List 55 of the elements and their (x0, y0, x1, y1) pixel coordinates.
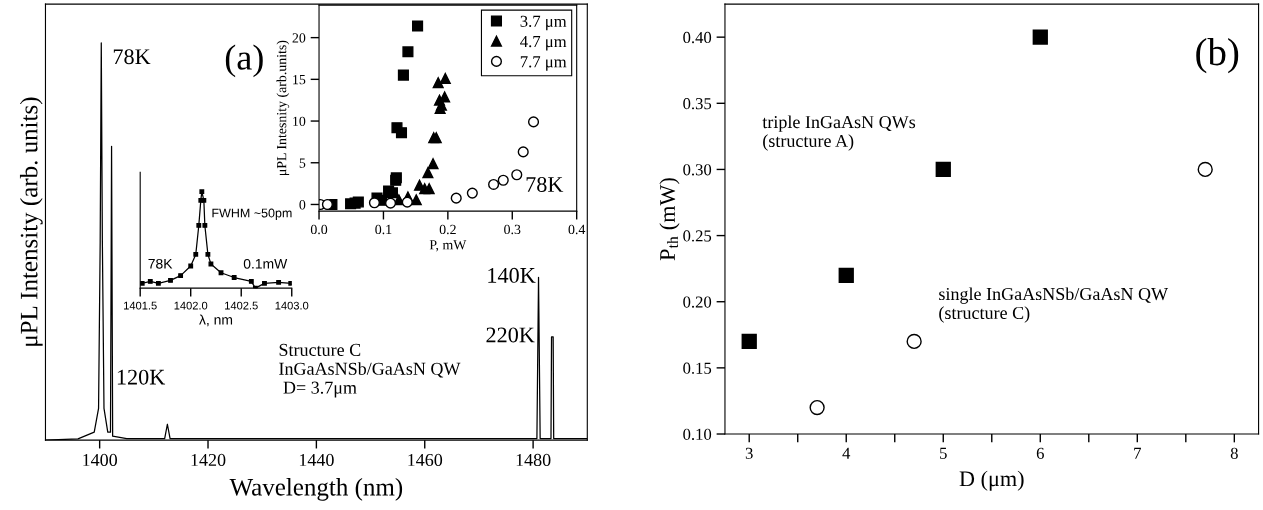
annotation: FWHM ~50pm (212, 208, 292, 220)
x-tick-label: 3 (745, 447, 753, 459)
y-tick-label: 20 (292, 33, 306, 43)
y-axis-title: μPL Intesnity (arb.units) (276, 40, 290, 176)
x-tick-label: 1480 (516, 453, 551, 467)
annotation: 78K (113, 49, 151, 65)
x-tick-label: 1400 (83, 453, 118, 467)
legend-label: 4.7 μm (520, 36, 567, 51)
legend-label: 7.7 μm (520, 56, 567, 71)
x-tick-label: 6 (1036, 447, 1044, 459)
x-tick-label: 1460 (408, 453, 443, 467)
x-tick-label: 1401.5 (124, 301, 157, 310)
x-axis-title: D (μm) (959, 470, 1024, 491)
annotation: 0.1mW (243, 258, 288, 269)
x-tick-label: 0.4 (568, 224, 586, 235)
annotation: 120K (117, 369, 166, 385)
annotation: 220K (486, 327, 535, 343)
annotation: triple InGaAsN QWs (structure A) (762, 115, 916, 151)
y-tick-label: 5 (299, 158, 306, 168)
y-tick-label: 10 (293, 116, 306, 127)
y-tick-label: 0.20 (683, 296, 712, 308)
x-tick-label: 0.2 (439, 224, 456, 235)
y-axis-title: P$_{th}$ (mW) (659, 178, 680, 261)
y-tick-label: 0.30 (683, 164, 712, 176)
y-tick-label: 0.25 (683, 230, 712, 242)
annotation: Structure C InGaAsNSb/GaAsN QW D= 3.7μm (279, 343, 461, 398)
x-axis-title: P, mW (429, 240, 467, 252)
annotation: 78K (148, 258, 173, 269)
x-tick-label: 1402.5 (225, 301, 258, 310)
annotation: 140K (488, 267, 536, 283)
annotation: (b) (1196, 38, 1239, 74)
legend-label: 3.7 μm (520, 15, 567, 31)
y-tick-label: 0.40 (683, 31, 712, 44)
x-tick-label: 0.3 (504, 224, 521, 235)
x-tick-label: 7 (1134, 447, 1141, 459)
x-tick-label: 8 (1230, 447, 1238, 459)
x-tick-label: 1403.0 (275, 301, 309, 310)
y-tick-label: 15 (293, 74, 306, 85)
x-tick-label: 0.1 (375, 224, 392, 235)
annotation: single InGaAsNSb/GaAsN QW (structure C) (939, 287, 1169, 323)
y-tick-label: 0.10 (683, 428, 712, 441)
x-tick-label: 1420 (191, 453, 226, 467)
y-tick-label: 0 (299, 200, 306, 210)
annotation: 78K (526, 176, 564, 192)
x-tick-label: 4 (842, 447, 851, 459)
x-axis-title: λ, nm (199, 314, 233, 327)
x-axis-title: Wavelength (nm) (229, 478, 403, 501)
x-tick-label: 1402.0 (174, 301, 208, 310)
x-tick-label: 5 (940, 447, 947, 459)
y-axis-title: μPL Intensity (arb. units) (19, 97, 43, 346)
x-tick-label: 0.0 (310, 224, 328, 235)
x-tick-label: 1440 (299, 453, 334, 467)
y-tick-label: 0.35 (683, 97, 712, 110)
y-tick-label: 0.15 (683, 362, 712, 374)
annotation: (a) (225, 44, 263, 78)
